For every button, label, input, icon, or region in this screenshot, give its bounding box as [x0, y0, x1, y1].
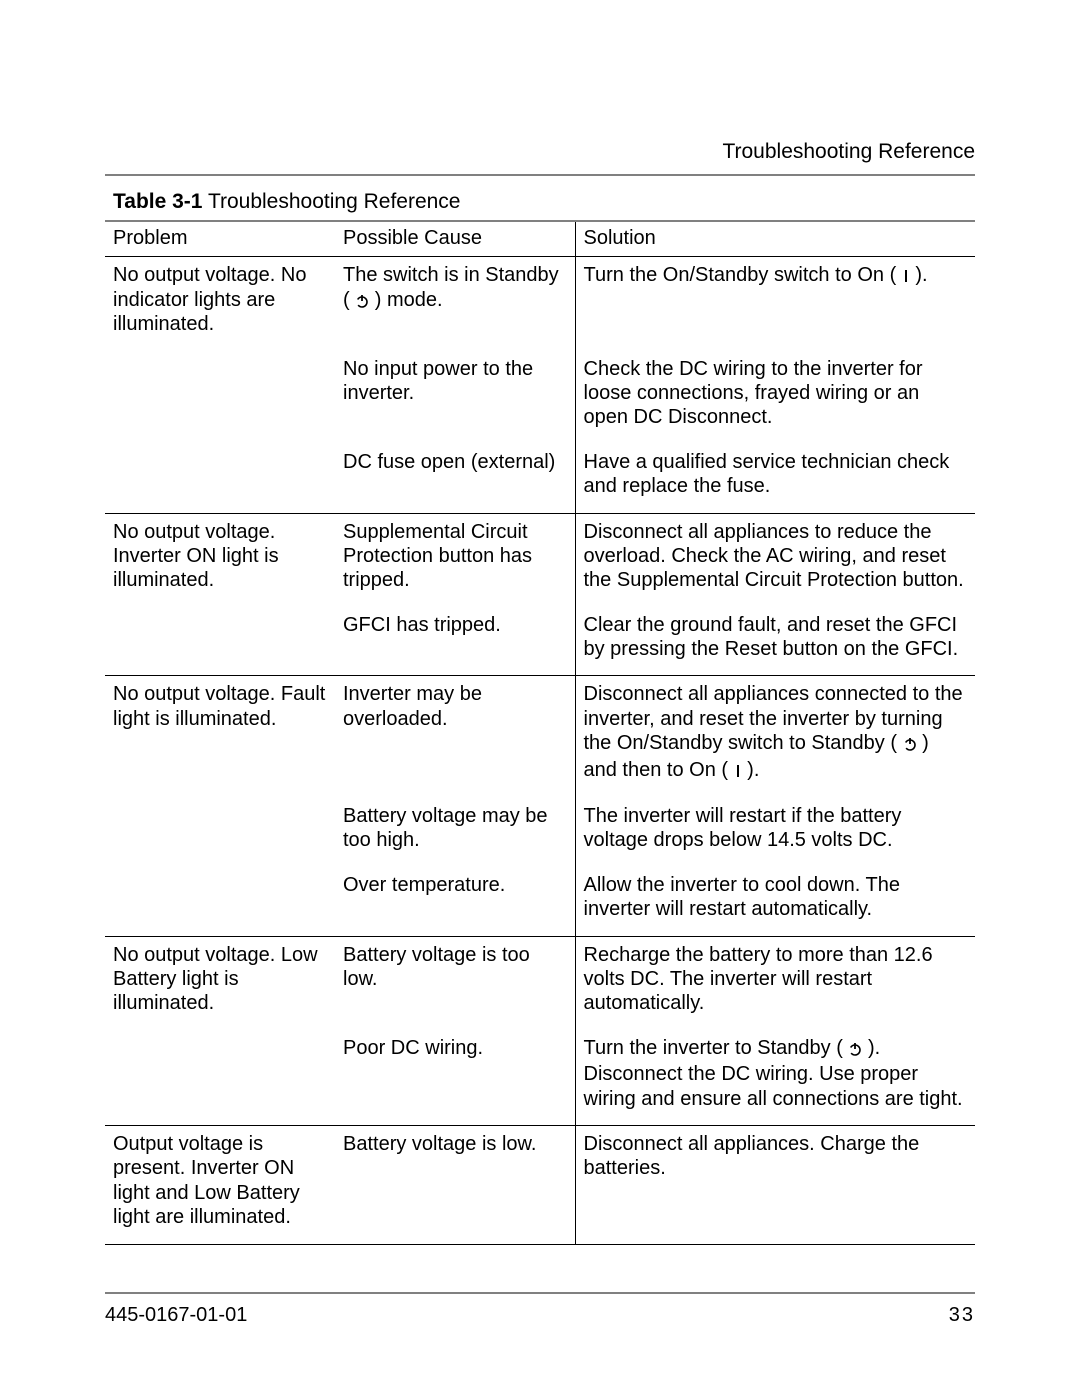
table-row: Over temperature. Allow the inverter to …: [105, 867, 975, 936]
cell-problem: [105, 1030, 335, 1126]
solution-text-post: ).: [915, 264, 927, 286]
col-header-cause: Possible Cause: [335, 221, 575, 257]
col-header-problem: Problem: [105, 221, 335, 257]
cell-solution: The inverter will restart if the battery…: [575, 798, 975, 867]
table-row: No output voltage. Fault light is illumi…: [105, 676, 975, 798]
cell-solution: Disconnect all appliances to reduce the …: [575, 513, 975, 607]
solution-text-pre: Turn the On/Standby switch to On (: [584, 264, 902, 286]
table-row: No input power to the inverter. Check th…: [105, 351, 975, 444]
cell-solution: Have a qualified service technician chec…: [575, 444, 975, 513]
cell-cause: Poor DC wiring.: [335, 1030, 575, 1126]
page-number: 33: [949, 1304, 975, 1327]
cell-problem: [105, 444, 335, 513]
col-header-solution: Solution: [575, 221, 975, 257]
cell-cause: The switch is in Standby ( ) mode.: [335, 257, 575, 351]
cell-cause: Inverter may be overloaded.: [335, 676, 575, 798]
cause-text-post: ) mode.: [375, 289, 443, 311]
solution-text-post: ).: [747, 759, 759, 781]
troubleshooting-table: Problem Possible Cause Solution No outpu…: [105, 220, 975, 1245]
cell-solution: Disconnect all appliances. Charge the ba…: [575, 1125, 975, 1244]
table-row: Output voltage is present. Inverter ON l…: [105, 1125, 975, 1244]
document-page: Troubleshooting Reference Table 3-1 Trou…: [0, 0, 1080, 1397]
cell-solution: Turn the On/Standby switch to On ( ).: [575, 257, 975, 351]
table-caption-number: Table 3-1: [113, 190, 202, 213]
on-icon: [734, 760, 742, 784]
table-row: No output voltage. Inverter ON light is …: [105, 513, 975, 607]
cell-cause: DC fuse open (external): [335, 444, 575, 513]
footer-rule: [105, 1292, 975, 1294]
cell-cause: GFCI has tripped.: [335, 607, 575, 676]
table-row: No output voltage. Low Battery light is …: [105, 936, 975, 1030]
cell-solution: Disconnect all appliances connected to t…: [575, 676, 975, 798]
cell-cause: Over temperature.: [335, 867, 575, 936]
table-row: No output voltage. No indicator lights a…: [105, 257, 975, 351]
table-caption-title: Troubleshooting Reference: [202, 190, 460, 213]
table-row: GFCI has tripped. Clear the ground fault…: [105, 607, 975, 676]
solution-text-pre: Turn the inverter to Standby (: [584, 1037, 843, 1059]
cell-solution: Allow the inverter to cool down. The inv…: [575, 867, 975, 936]
section-header: Troubleshooting Reference: [105, 140, 975, 164]
cell-problem: No output voltage. Low Battery light is …: [105, 936, 335, 1030]
table-caption: Table 3-1 Troubleshooting Reference: [113, 190, 975, 214]
cell-cause: Battery voltage may be too high.: [335, 798, 575, 867]
cell-problem: No output voltage. Fault light is illumi…: [105, 676, 335, 798]
table-row: DC fuse open (external) Have a qualified…: [105, 444, 975, 513]
table-header-row: Problem Possible Cause Solution: [105, 221, 975, 257]
cell-problem: [105, 798, 335, 867]
table-row: Battery voltage may be too high. The inv…: [105, 798, 975, 867]
doc-number: 445-0167-01-01: [105, 1304, 247, 1327]
table-row: Poor DC wiring. Turn the inverter to Sta…: [105, 1030, 975, 1126]
standby-icon: [903, 733, 917, 757]
cell-cause: Supplemental Circuit Protection button h…: [335, 513, 575, 607]
cell-solution: Clear the ground fault, and reset the GF…: [575, 607, 975, 676]
cell-problem: No output voltage. Inverter ON light is …: [105, 513, 335, 607]
cell-solution: Recharge the battery to more than 12.6 v…: [575, 936, 975, 1030]
page-footer: 445-0167-01-01 33: [105, 1292, 975, 1327]
cell-problem: No output voltage. No indicator lights a…: [105, 257, 335, 351]
cell-cause: Battery voltage is too low.: [335, 936, 575, 1030]
standby-icon: [355, 290, 369, 314]
cell-cause: Battery voltage is low.: [335, 1125, 575, 1244]
cell-problem: Output voltage is present. Inverter ON l…: [105, 1125, 335, 1244]
cell-cause: No input power to the inverter.: [335, 351, 575, 444]
cell-solution: Check the DC wiring to the inverter for …: [575, 351, 975, 444]
cell-problem: [105, 607, 335, 676]
cell-problem: [105, 867, 335, 936]
cell-solution: Turn the inverter to Standby ( ). Discon…: [575, 1030, 975, 1126]
cell-problem: [105, 351, 335, 444]
standby-icon: [848, 1038, 862, 1062]
header-rule: [105, 174, 975, 176]
on-icon: [902, 265, 910, 289]
